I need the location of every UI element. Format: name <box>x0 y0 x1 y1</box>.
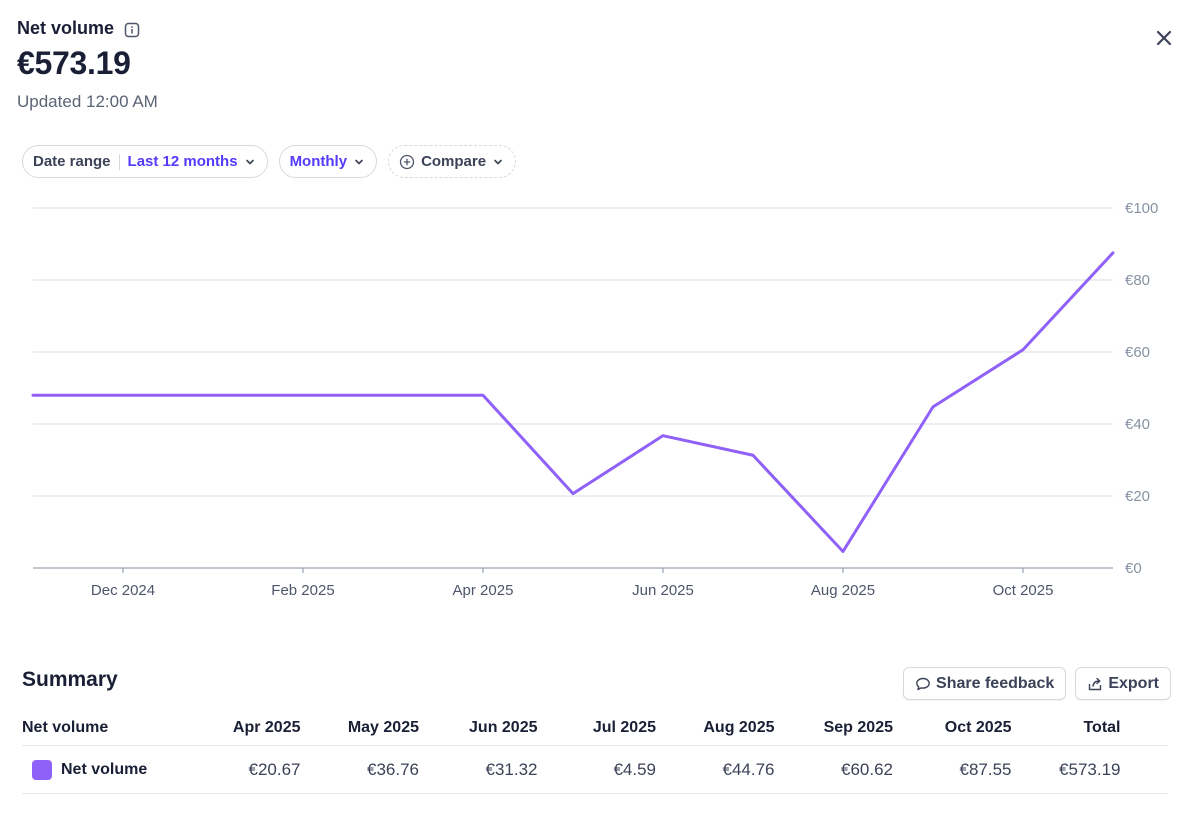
date-range-filter[interactable]: Date range Last 12 months <box>22 145 268 178</box>
updated-timestamp: Updated 12:00 AM <box>17 92 158 111</box>
net-volume-chart[interactable]: €0 €20 €40 €60 €80 €100 Dec 2024 Feb 2025 Apr 20… <box>0 190 1200 610</box>
share-feedback-label: Share feedback <box>936 674 1055 692</box>
table-cell: €87.55 <box>959 759 1012 779</box>
speech-bubble-icon <box>915 676 931 692</box>
x-tick-label: Apr 2025 <box>453 582 514 599</box>
column-header: Aug 2025 <box>703 718 775 736</box>
table-cell: €31.32 <box>485 759 538 779</box>
metric-value: €573.19 <box>17 45 131 81</box>
share-feedback-button[interactable]: Share feedback <box>903 667 1067 700</box>
header: Net volume €573.19 Updated 12:00 AM <box>17 18 158 112</box>
export-icon <box>1087 676 1103 692</box>
x-tick-label: Oct 2025 <box>993 582 1054 599</box>
title-row: Net volume <box>17 18 158 39</box>
summary-actions: Share feedback Export <box>903 667 1171 700</box>
date-range-label: Date range <box>33 153 111 170</box>
filter-bar: Date range Last 12 months Monthly Compar… <box>22 145 517 178</box>
column-header: Jun 2025 <box>469 718 538 736</box>
y-tick-label: €100 <box>1125 200 1158 217</box>
column-header: Net volume <box>22 718 109 736</box>
x-tick-label: Feb 2025 <box>271 582 334 599</box>
chevron-down-icon <box>245 157 255 167</box>
series-label: Net volume <box>61 760 148 778</box>
interval-filter[interactable]: Monthly <box>278 145 378 178</box>
chevron-down-icon <box>354 157 364 167</box>
y-tick-label: €40 <box>1125 416 1150 433</box>
x-tick-label: Aug 2025 <box>811 582 875 599</box>
x-tick-label: Dec 2024 <box>91 582 155 599</box>
table-cell: €60.62 <box>841 759 893 779</box>
table-cell: €36.76 <box>367 759 419 779</box>
series-line <box>31 251 1115 553</box>
chevron-down-icon <box>493 157 503 167</box>
close-icon <box>1156 30 1172 46</box>
table-header: Net volume Apr 2025 May 2025 Jun 2025 Ju… <box>22 710 1168 746</box>
interval-value: Monthly <box>289 153 348 170</box>
close-button[interactable] <box>1154 28 1174 48</box>
export-label: Export <box>1108 674 1159 692</box>
column-header: May 2025 <box>347 718 419 736</box>
table-cell: €573.19 <box>1059 759 1121 779</box>
divider <box>118 153 120 170</box>
column-header: Sep 2025 <box>823 718 893 736</box>
export-button[interactable]: Export <box>1075 667 1171 700</box>
date-range-value: Last 12 months <box>127 153 238 170</box>
series-cell: Net volume <box>22 759 182 780</box>
y-tick-label: €80 <box>1125 272 1150 289</box>
y-tick-label: €0 <box>1125 560 1142 577</box>
summary-title: Summary <box>22 668 118 691</box>
table-cell: €20.67 <box>248 759 301 779</box>
compare-label: Compare <box>421 153 487 170</box>
column-header: Jul 2025 <box>592 718 656 736</box>
table-row: Net volume €20.67 €36.76 €31.32 €4.59 €4… <box>22 746 1168 794</box>
info-icon[interactable] <box>124 22 140 38</box>
y-tick-label: €60 <box>1125 344 1150 361</box>
chart-svg[interactable]: €0 €20 €40 €60 €80 €100 Dec 2024 Feb 2025 Apr 20… <box>0 190 1200 610</box>
series-swatch <box>32 759 52 780</box>
table-cell: €44.76 <box>722 759 775 779</box>
summary-table: Net volume Apr 2025 May 2025 Jun 2025 Ju… <box>22 710 1168 794</box>
column-header: Oct 2025 <box>944 718 1012 736</box>
x-tick-label: Jun 2025 <box>632 582 694 599</box>
column-header: Total <box>1083 718 1121 736</box>
table-cell: €4.59 <box>613 759 656 779</box>
y-tick-label: €20 <box>1125 488 1150 505</box>
plus-circle-icon <box>399 154 415 170</box>
compare-filter[interactable]: Compare <box>388 145 517 178</box>
column-header: Apr 2025 <box>232 718 301 736</box>
metric-title: Net volume <box>17 18 115 38</box>
